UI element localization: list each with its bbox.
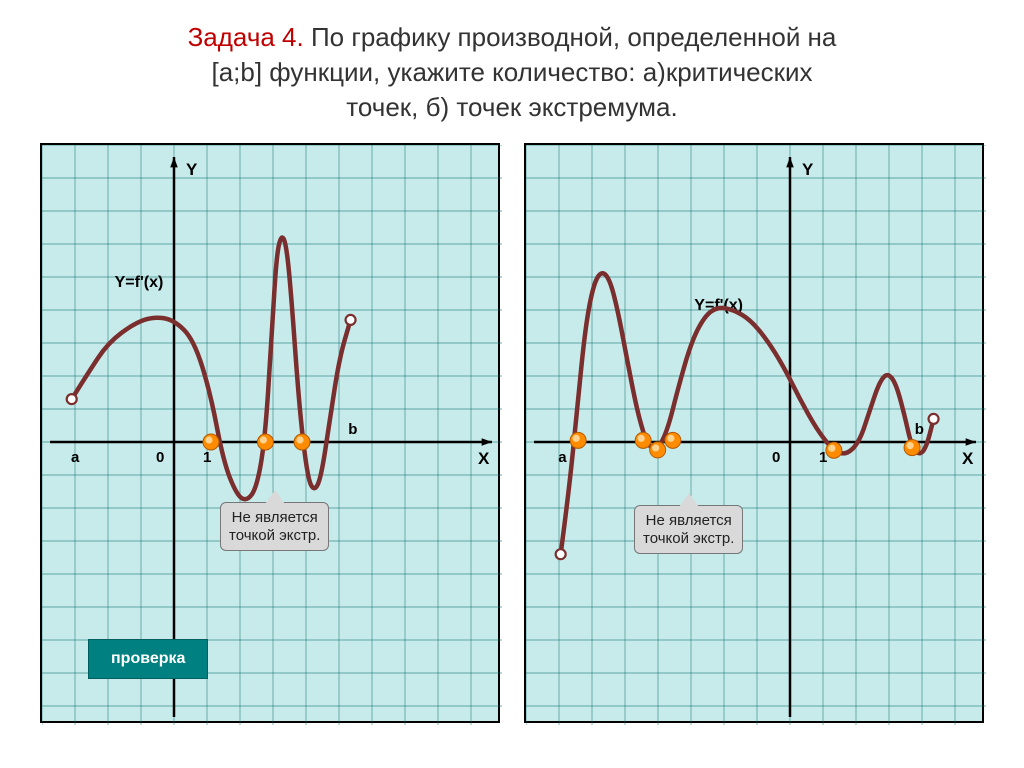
y-axis (170, 157, 178, 717)
y-axis-label: Y (186, 160, 198, 179)
y-axis-label: Y (802, 160, 814, 179)
left-chart-svg: Y X Y=f'(x) 0 1 a b (42, 145, 502, 725)
critical-point-marker-4 (826, 443, 842, 459)
left-chart-panel: Y X Y=f'(x) 0 1 a b Не являетсяточкой экстр. про… (40, 143, 500, 723)
critical-point-marker-0 (570, 433, 586, 449)
y-axis (786, 157, 794, 717)
a-label: a (558, 449, 567, 466)
derivative-curve (561, 274, 934, 555)
origin-label: 0 (772, 449, 780, 466)
x-axis-label: X (962, 449, 974, 468)
grid (42, 145, 502, 725)
origin-label: 0 (156, 449, 164, 466)
open-endpoint-0 (67, 394, 77, 404)
open-endpoint-0 (556, 549, 566, 559)
critical-point-marker-5 (904, 440, 920, 456)
task-title: Задача 4. По графику производной, опреде… (40, 20, 984, 125)
task-line2: [a;b] функции, укажите количество: а)кри… (211, 57, 812, 87)
callout-line1: Не является (643, 512, 734, 529)
callout-line2: точкой экстр. (643, 530, 734, 547)
b-label: b (348, 421, 357, 438)
critical-point-marker-0 (203, 434, 219, 450)
callout-line2: точкой экстр. (229, 527, 320, 544)
open-endpoint-1 (346, 315, 356, 325)
critical-point-marker-1 (635, 433, 651, 449)
charts-row: YXY=f'(x)01abНе являетсяточкой экстр.про… (40, 143, 984, 723)
x-axis-label: X (478, 449, 490, 468)
callout-line1: Не является (229, 509, 320, 526)
critical-point-marker-1 (257, 434, 273, 450)
open-endpoint-1 (929, 414, 939, 424)
task-line3: точек, б) точек экстремума. (346, 92, 677, 122)
not-extremum-callout: Не являетсяточкой экстр. (634, 505, 743, 554)
b-label: b (915, 421, 924, 438)
right-chart-panel: YXY=f'(x)01abНе являетсяточкой экстр. (524, 143, 984, 723)
critical-point-marker-3 (665, 433, 681, 449)
not-extremum-callout: Не являетсяточкой экстр. (220, 502, 329, 551)
right-chart-svg: YXY=f'(x)01ab (526, 145, 986, 725)
task-line1: По графику производной, определенной на (304, 22, 837, 52)
task-number: Задача 4. (188, 22, 304, 52)
function-label: Y=f'(x) (115, 274, 164, 291)
check-button[interactable]: проверка (88, 639, 208, 679)
critical-point-marker-2 (650, 442, 666, 458)
critical-point-marker-2 (294, 434, 310, 450)
one-label: 1 (203, 449, 211, 466)
a-label: a (71, 449, 80, 466)
